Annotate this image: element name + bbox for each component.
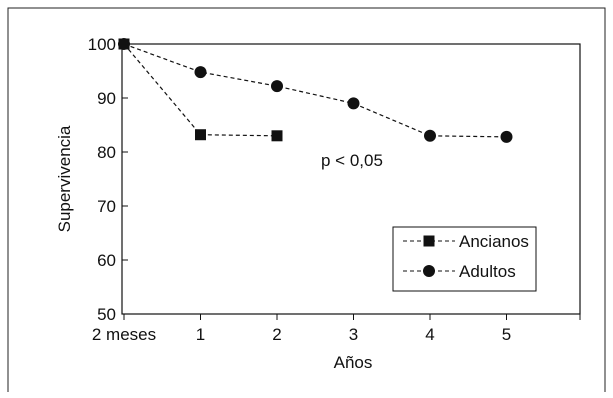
- legend-label-adultos: Adultos: [459, 262, 516, 281]
- series-layer: [118, 38, 513, 143]
- y-tick-label-80: 80: [97, 143, 116, 162]
- x-axis: 2 meses 1 2 3 4 5: [92, 314, 581, 344]
- y-tick-label-100: 100: [88, 35, 116, 54]
- legend-box: [392, 226, 537, 292]
- x-tick-label-2: 2: [272, 325, 281, 344]
- x-tick-label-4: 4: [425, 325, 434, 344]
- point-adultos-3: [347, 97, 360, 110]
- y-axis-label: Supervivencia: [55, 125, 74, 232]
- point-adultos-5: [500, 130, 513, 143]
- y-tick-label-60: 60: [97, 251, 116, 270]
- point-adultos-4: [424, 129, 436, 142]
- point-ancianos-1: [195, 129, 206, 141]
- p-value-annotation: p < 0,05: [321, 151, 383, 170]
- point-adultos-1: [194, 66, 207, 79]
- x-tick-label-1: 1: [196, 325, 205, 344]
- legend-marker-circle: [423, 265, 435, 277]
- legend-marker-square: [423, 235, 435, 247]
- legend: Ancianos Adultos: [392, 226, 537, 292]
- y-tick-label-90: 90: [97, 89, 116, 108]
- point-adultos-0: [118, 38, 130, 50]
- series-line-adultos: [123, 43, 507, 138]
- x-tick-label-5: 5: [502, 325, 511, 344]
- plot-area: [121, 43, 581, 315]
- y-tick-label-50: 50: [97, 305, 116, 324]
- y-tick-label-70: 70: [97, 197, 116, 216]
- point-adultos-2: [271, 80, 283, 93]
- x-tick-label-0: 2 meses: [92, 325, 156, 344]
- x-axis-label: Años: [334, 353, 373, 372]
- x-tick-label-3: 3: [349, 325, 358, 344]
- series-line-ancianos: [123, 43, 278, 137]
- figure-border: [7, 7, 606, 392]
- point-ancianos-2: [271, 130, 283, 142]
- legend-label-ancianos: Ancianos: [459, 232, 529, 251]
- y-axis: 50 60 70 80 90 100: [88, 35, 128, 324]
